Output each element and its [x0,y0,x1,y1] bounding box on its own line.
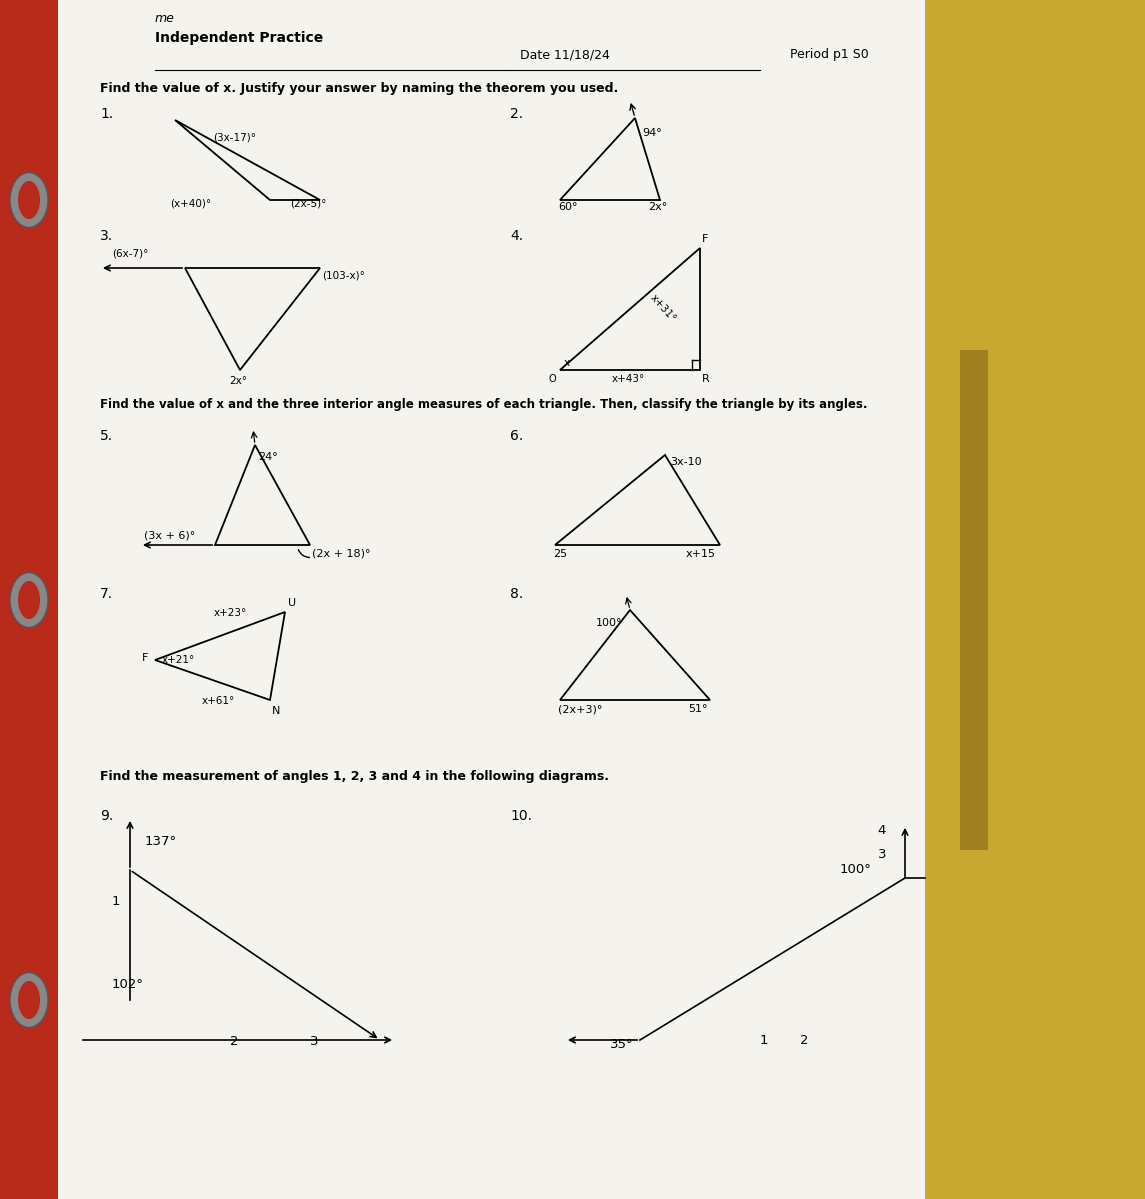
Text: 51°: 51° [688,704,708,713]
Text: 2.: 2. [510,107,523,121]
Text: 25: 25 [553,549,567,559]
Text: 24°: 24° [258,452,278,462]
Ellipse shape [18,181,40,219]
Ellipse shape [10,972,48,1028]
Text: Find the value of x. Justify your answer by naming the theorem you used.: Find the value of x. Justify your answer… [100,82,618,95]
Text: 35°: 35° [610,1038,633,1052]
Text: (2x+3)°: (2x+3)° [558,704,602,713]
Text: 2x°: 2x° [229,376,247,386]
Text: 4: 4 [877,824,886,837]
Text: 8.: 8. [510,588,523,601]
Text: 3: 3 [877,848,886,861]
Text: (3x + 6)°: (3x + 6)° [144,530,196,540]
Text: Find the measurement of angles 1, 2, 3 and 4 in the following diagrams.: Find the measurement of angles 1, 2, 3 a… [100,770,609,783]
Text: (2x-5)°: (2x-5)° [290,198,326,207]
Text: 94°: 94° [642,128,662,138]
Text: (6x-7)°: (6x-7)° [112,248,148,258]
Ellipse shape [18,582,40,619]
Text: x+21°: x+21° [161,655,196,665]
Text: me: me [155,12,175,25]
Text: R: R [702,374,710,384]
Text: x+23°: x+23° [213,608,246,617]
FancyBboxPatch shape [0,0,58,1199]
Text: 1: 1 [760,1034,768,1047]
Text: x+31°: x+31° [648,293,678,324]
Text: 4.: 4. [510,229,523,243]
Text: 60°: 60° [558,201,577,212]
Text: Find the value of x and the three interior angle measures of each triangle. Then: Find the value of x and the three interi… [100,398,868,411]
Text: 2: 2 [800,1034,808,1047]
Text: F: F [142,653,148,663]
Text: 102°: 102° [112,978,144,992]
Text: O: O [548,374,556,384]
Text: Period p1 S0: Period p1 S0 [790,48,869,61]
Text: 9.: 9. [100,809,113,823]
Text: N: N [273,706,281,716]
FancyBboxPatch shape [925,0,1145,1199]
Text: 1: 1 [112,894,120,908]
FancyBboxPatch shape [960,350,988,850]
Text: Date 11/18/24: Date 11/18/24 [520,48,610,61]
Text: 2x°: 2x° [648,201,668,212]
Text: 3.: 3. [100,229,113,243]
Text: (3x-17)°: (3x-17)° [213,132,256,141]
Text: Independent Practice: Independent Practice [155,31,323,46]
Text: (103-x)°: (103-x)° [322,270,365,281]
Text: x: x [564,359,570,368]
Text: 2: 2 [230,1035,238,1048]
Ellipse shape [10,173,48,228]
Text: 137°: 137° [145,835,177,848]
Text: 7.: 7. [100,588,113,601]
Text: U: U [289,598,297,608]
Text: x+61°: x+61° [202,695,235,706]
Text: x+15: x+15 [686,549,716,559]
Text: 6.: 6. [510,429,523,442]
Text: x+43°: x+43° [611,374,645,384]
Ellipse shape [18,981,40,1019]
Text: (x+40)°: (x+40)° [169,198,211,207]
Text: 100°: 100° [595,617,622,628]
Text: 3x-10: 3x-10 [670,457,702,466]
Text: 5.: 5. [100,429,113,442]
Text: 100°: 100° [840,863,871,876]
Text: 3: 3 [310,1035,318,1048]
FancyBboxPatch shape [55,0,925,1199]
Text: F: F [702,234,709,245]
Text: (2x + 18)°: (2x + 18)° [311,548,371,558]
Ellipse shape [10,572,48,627]
Text: 10.: 10. [510,809,532,823]
Text: 1.: 1. [100,107,113,121]
